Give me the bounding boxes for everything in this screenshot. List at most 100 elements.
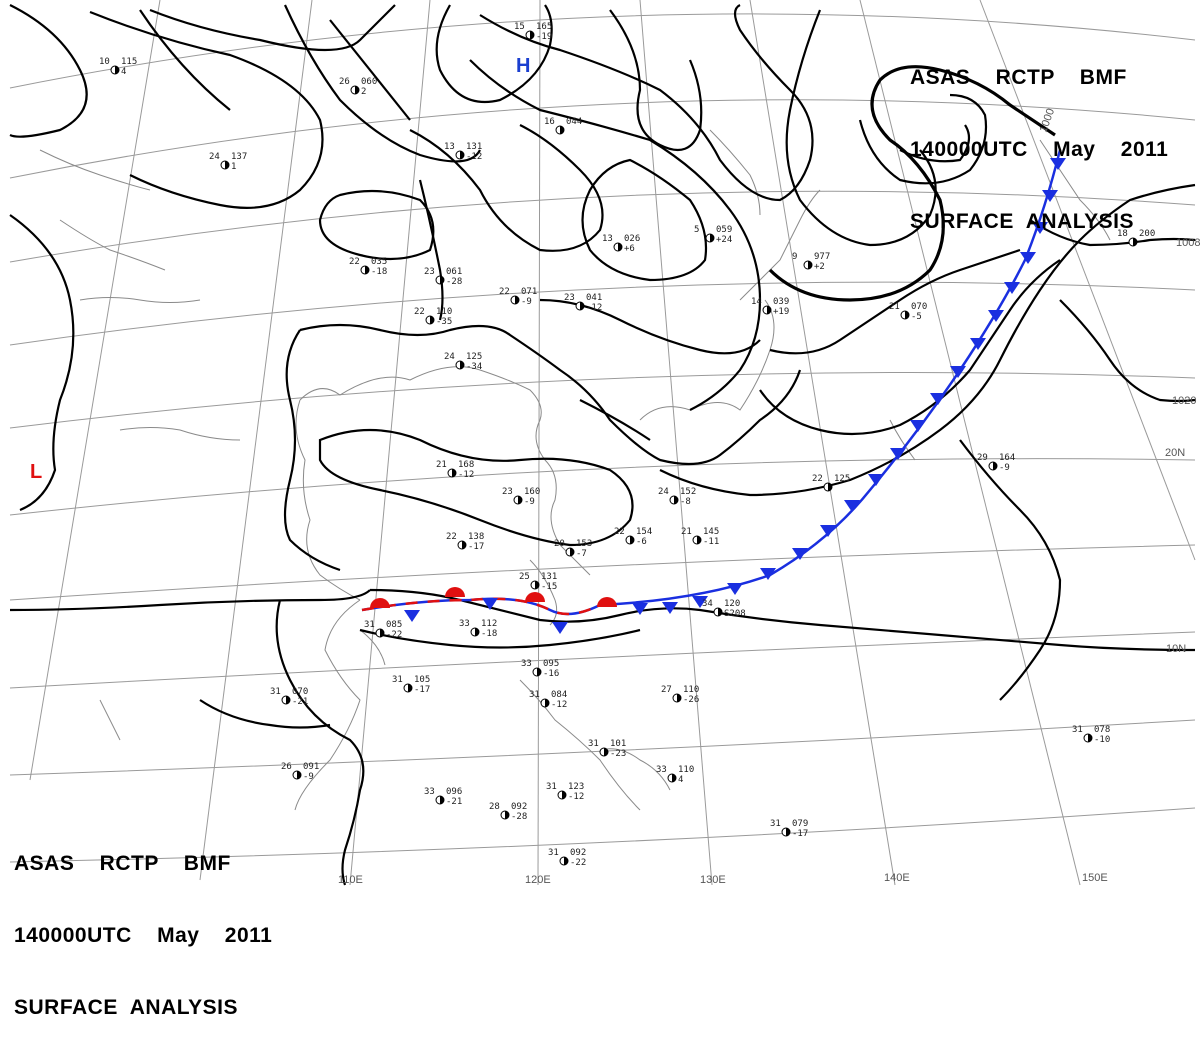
cold-front-triangle [552,622,568,634]
cloud-cover-icon [545,699,549,707]
station-pressure: 110 [436,307,452,317]
station-plot: 25 131-15 [519,572,557,592]
cold-front-triangle [662,602,678,614]
station-tendency: +6 [624,244,635,254]
cloud-cover-icon [286,696,290,704]
station-tendency: +2 [814,262,825,272]
station-temperature: 29 [977,453,988,463]
station-temperature: 21 [681,527,692,537]
cloud-cover-icon [475,628,479,636]
station-pressure: 039 [773,297,789,307]
cloud-cover-icon [115,66,119,74]
station-plot: 27 110-26 [661,685,699,705]
station-temperature: 23 [424,267,435,277]
station-tendency: -21 [292,697,308,707]
cloud-cover-icon [462,541,466,549]
station-temperature: 24 [658,487,669,497]
title-line-product: SURFACE ANALYSIS [910,210,1134,233]
station-pressure: 059 [716,225,732,235]
station-temperature: 31 [588,739,599,749]
station-pressure: 125 [466,352,482,362]
station-tendency: -9 [524,497,535,507]
longitude-label-150e: 150E [1082,872,1108,884]
station-pressure: 079 [792,819,808,829]
station-tendency: -5 [911,312,922,322]
station-temperature: 22 [812,474,823,484]
station-pressure: 060 [361,77,377,87]
cloud-cover-icon [993,462,997,470]
station-tendency: -17 [468,542,484,552]
graticule [9,0,1196,886]
cloud-cover-icon [562,791,566,799]
station-tendency: 2 [361,87,366,97]
station-temperature: 20 [554,539,565,549]
title-line-agency: ASAS RCTP BMF [14,852,231,875]
station-tendency: +24 [716,235,732,245]
latitude-label-10n: 10N [1166,643,1186,655]
station-pressure: 125 [834,474,850,484]
station-pressure: 091 [303,762,319,772]
station-temperature: 16 [544,117,555,127]
station-tendency: -19 [536,32,552,42]
station-plot: 24 125-34 [444,352,482,372]
station-tendency: -9 [303,772,314,782]
longitude-label-140e: 140E [884,872,910,884]
station-pressure: 123 [568,782,584,792]
cloud-cover-icon [535,581,539,589]
station-tendency: -21 [446,797,462,807]
station-tendency: -26 [683,695,699,705]
station-pressure: 085 [386,620,402,630]
cold-front-triangle [950,366,966,378]
station-tendency: -11 [703,537,719,547]
station-tendency: -34 [466,362,482,372]
station-pressure: 200 [1139,229,1155,239]
station-plot: 21 070-5 [889,302,927,322]
station-temperature: 33 [656,765,667,775]
station-tendency: -12 [551,700,567,710]
station-temperature: 9 [792,252,797,262]
station-tendency: -12 [458,470,474,480]
title-block-top: ASAS RCTP BMF 140000UTC May 2011 SURFACE… [910,18,1168,258]
cold-front-triangle [930,393,946,405]
station-plot: 31 070-21 [270,687,308,707]
cloud-cover-icon [452,469,456,477]
cold-front-triangle [760,568,776,580]
station-tendency: -18 [481,629,497,639]
station-temperature: 22 [446,532,457,542]
station-pressure: 115 [121,57,137,67]
cold-front-triangles [404,158,1066,634]
station-temperature: 23 [564,293,575,303]
station-tendency: -12 [466,152,482,162]
station-pressure: 110 [678,765,694,775]
station-temperature: 31 [548,848,559,858]
station-plot: 31 123-12 [546,782,584,802]
isobar-label-1008: 1008 [1176,237,1200,249]
cold-front-triangle [844,500,860,512]
cold-front-triangle [910,420,926,432]
station-pressure: 070 [292,687,308,697]
station-plot: 22 154-6 [614,527,652,547]
station-pressure: 095 [543,659,559,669]
station-pressure: 061 [446,267,462,277]
station-pressure: 168 [458,460,474,470]
station-tendency: -15 [541,582,557,592]
station-pressure: 152 [680,487,696,497]
cold-front-triangle [868,474,884,486]
station-pressure: 164 [999,453,1015,463]
cloud-cover-icon [355,86,359,94]
station-temperature: 13 [602,234,613,244]
station-temperature: 22 [614,527,625,537]
cloud-cover-icon [560,126,564,134]
title-line-agency: ASAS RCTP BMF [910,66,1127,89]
title-line-time: 140000UTC May 2011 [910,138,1169,161]
station-temperature: 31 [529,690,540,700]
station-temperature: 22 [414,307,425,317]
cloud-cover-icon [767,306,771,314]
longitude-label-130e: 130E [700,874,726,886]
station-temperature: 28 [489,802,500,812]
